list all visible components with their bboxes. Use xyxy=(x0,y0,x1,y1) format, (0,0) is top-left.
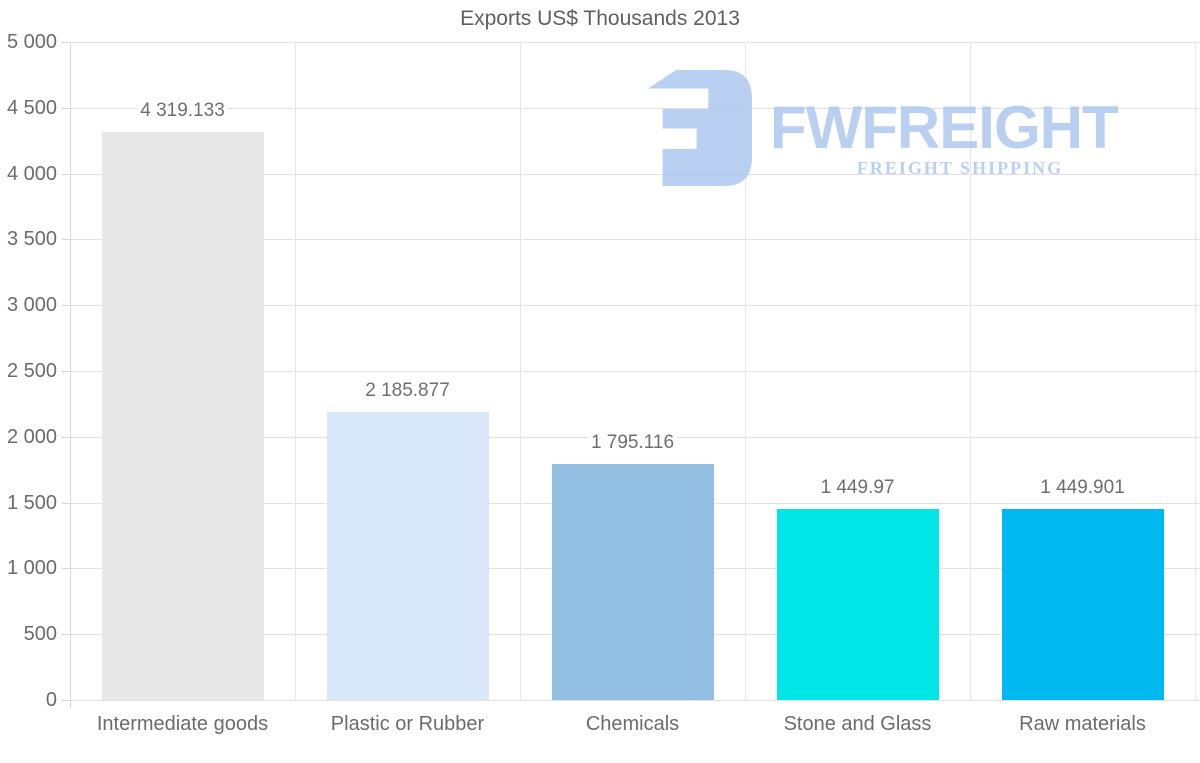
bar-value-text: 1 449.901 xyxy=(1037,477,1128,499)
bar-value-text: 1 795.116 xyxy=(587,431,678,453)
gridline-vertical xyxy=(1195,42,1196,700)
gridline-horizontal xyxy=(70,42,1200,43)
bar-value-label: 2 185.877 xyxy=(298,380,518,402)
gridline-horizontal xyxy=(70,371,1200,372)
y-axis-label: 500 xyxy=(23,623,57,646)
y-axis-tick xyxy=(62,436,70,438)
y-axis-tick xyxy=(62,634,70,636)
x-axis-label-intermediate-goods: Intermediate goods xyxy=(96,713,269,735)
y-axis-label: 5 000 xyxy=(6,31,57,53)
y-axis-label: 2 500 xyxy=(6,360,57,382)
y-axis-label: 1 500 xyxy=(6,491,57,514)
y-axis-label: 4 000 xyxy=(6,162,57,185)
x-axis-label-chemicals: Chemicals xyxy=(585,713,680,735)
gridline-vertical xyxy=(295,42,296,700)
y-axis-tick xyxy=(62,568,70,570)
y-axis-tick xyxy=(62,305,70,307)
gridline-vertical xyxy=(745,42,746,700)
y-axis-line xyxy=(70,42,71,708)
gridline-horizontal xyxy=(70,700,1200,701)
y-axis-label: 1 000 xyxy=(6,557,57,580)
y-axis-label: 3 000 xyxy=(6,294,57,317)
gridline-horizontal xyxy=(70,107,1200,109)
gridline-horizontal xyxy=(70,305,1200,307)
bar-value-text: 4 319.133 xyxy=(137,99,228,121)
watermark-tagline-text: FREIGHT SHIPPING xyxy=(856,158,1064,178)
y-axis-tick xyxy=(62,107,70,109)
bar-intermediate-goods[interactable] xyxy=(101,131,264,700)
watermark-logo: FWFREIGHT FREIGHT SHIPPING xyxy=(648,70,1158,190)
x-axis-label-raw-materials: Raw materials xyxy=(1019,713,1146,735)
bar-value-text: 1 449.97 xyxy=(817,477,898,499)
bar-value-label: 1 449.901 xyxy=(973,477,1193,499)
bar-value-label: 1 449.97 xyxy=(748,477,968,499)
y-axis-tick xyxy=(62,700,70,701)
gridline-vertical xyxy=(520,42,521,700)
x-axis-label-stone-and-glass: Stone and Glass xyxy=(783,713,932,735)
bar-value-text: 2 185.877 xyxy=(362,380,453,402)
bar-plastic-or-rubber[interactable] xyxy=(326,412,489,700)
gridline-horizontal xyxy=(70,173,1200,175)
y-axis-label: 2 000 xyxy=(6,425,57,448)
y-axis-tick xyxy=(62,502,70,504)
bar-value-label: 1 795.116 xyxy=(523,431,743,454)
freight-logo-mark-icon xyxy=(648,70,752,186)
bar-stone-and-glass[interactable] xyxy=(776,509,939,700)
y-axis-tick xyxy=(62,42,70,43)
bar-raw-materials[interactable] xyxy=(1001,509,1164,700)
y-axis-tick xyxy=(62,371,70,372)
gridline-vertical xyxy=(970,42,971,700)
y-axis-tick xyxy=(62,239,70,241)
bar-chemicals[interactable] xyxy=(551,463,714,700)
y-axis-label: 3 500 xyxy=(6,228,57,251)
watermark-brand-text: FWFREIGHT xyxy=(770,94,1119,161)
y-axis-tick xyxy=(62,173,70,175)
chart-title: Exports US$ Thousands 2013 xyxy=(460,7,740,30)
gridline-horizontal xyxy=(70,239,1200,241)
y-axis-label: 4 500 xyxy=(6,96,57,119)
bar-value-label: 4 319.133 xyxy=(73,99,293,122)
y-axis-label: 0 xyxy=(45,689,57,711)
x-axis-label-plastic-or-rubber: Plastic or Rubber xyxy=(330,713,485,735)
